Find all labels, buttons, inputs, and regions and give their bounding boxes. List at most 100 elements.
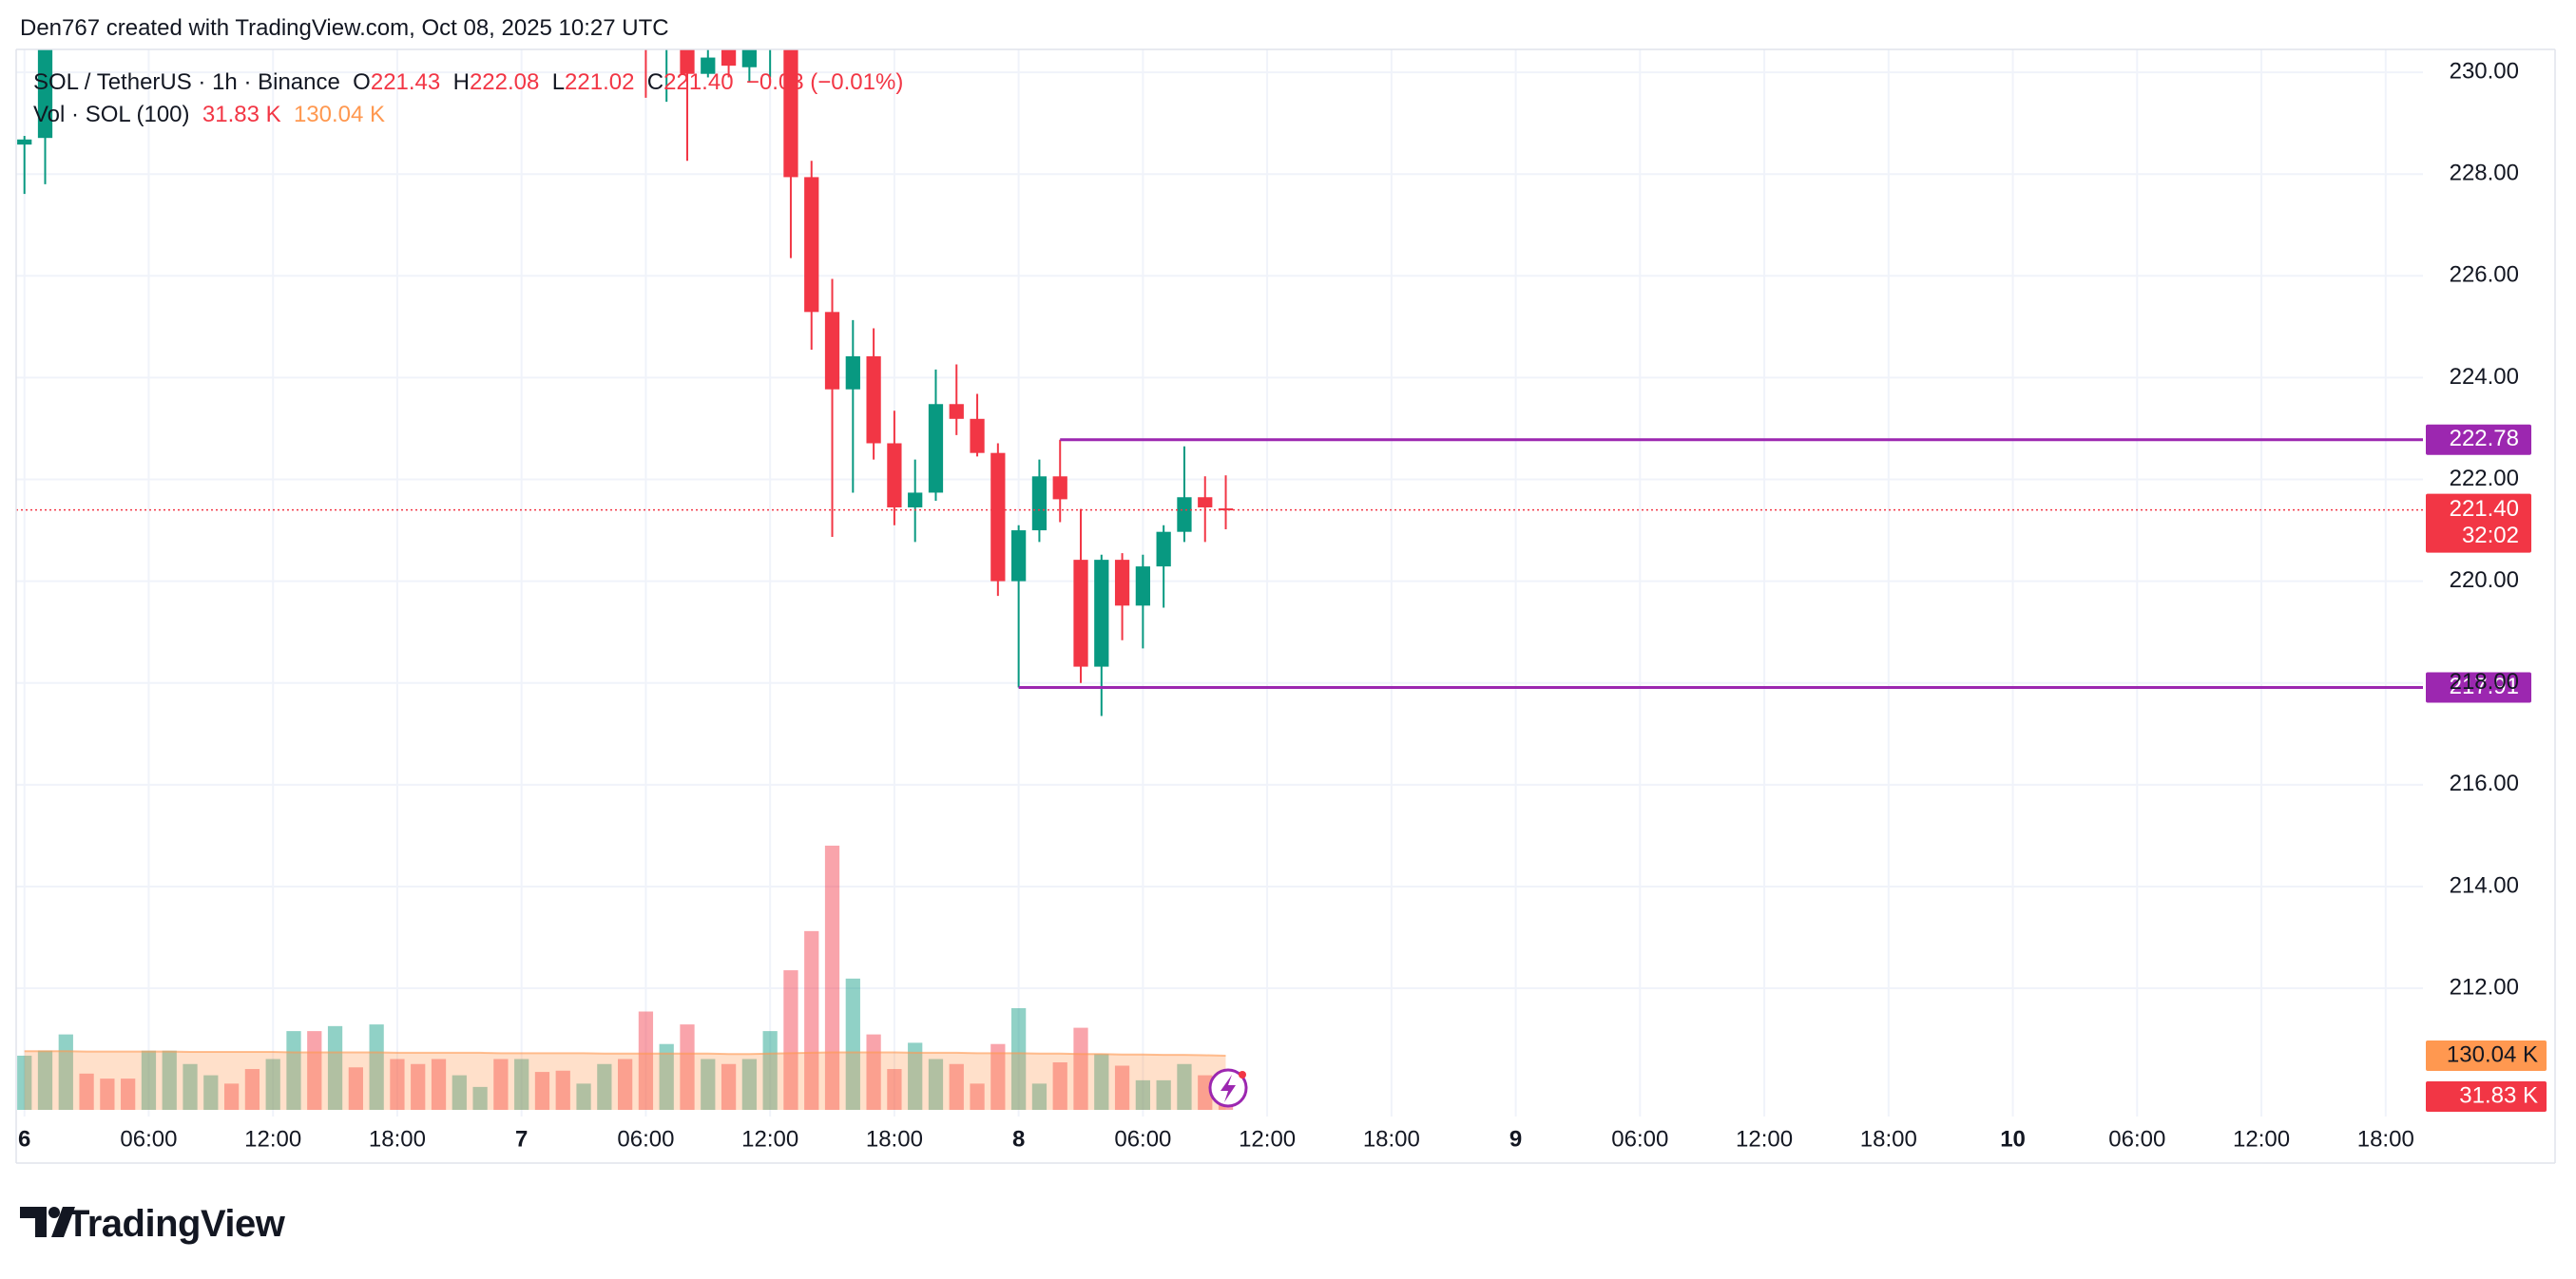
volume-bar [17, 1055, 32, 1110]
volume-bar [1114, 1065, 1130, 1110]
candle-body [721, 49, 737, 67]
volume-bar [307, 1031, 322, 1110]
candle-body [1135, 566, 1151, 606]
candle-body [1218, 508, 1234, 511]
volume-ma-label: 130.04 K [2447, 1041, 2538, 1067]
volume-bar [431, 1059, 447, 1110]
volume-bar [638, 1011, 654, 1110]
candle-body [887, 443, 902, 507]
volume-bar [265, 1059, 280, 1110]
x-tick-label: 06:00 [1114, 1126, 1171, 1152]
y-tick-label: 216.00 [2450, 771, 2519, 796]
grid [16, 49, 2423, 1117]
volume-bar [949, 1063, 964, 1110]
volume-value-box [2426, 1081, 2547, 1113]
y-tick-label: 212.00 [2450, 974, 2519, 1000]
volume-bar [762, 1031, 778, 1110]
ohlc: O221.43 H222.08 L221.02 C221.40 [353, 69, 746, 95]
change: −0.03 (−0.01%) [745, 69, 904, 95]
header: Den767 created with TradingView.com, Oct… [20, 15, 669, 41]
candle-body [1198, 497, 1213, 507]
x-tick-label: 06:00 [120, 1126, 177, 1152]
last-price-box [2426, 493, 2531, 553]
last-price-label: 221.40 [2450, 496, 2519, 522]
volume-name: Vol · SOL (100) [33, 102, 190, 127]
y-tick-label: 220.00 [2450, 567, 2519, 593]
x-tick-label: 9 [1509, 1126, 1522, 1152]
volume-bar [183, 1063, 198, 1110]
ohlc-key: O [353, 69, 371, 95]
ohlc-key: H [452, 69, 470, 95]
level-box [2426, 424, 2531, 455]
x-tick-label: 06:00 [617, 1126, 674, 1152]
volume-bar [203, 1075, 219, 1110]
y-tick-label: 224.00 [2450, 364, 2519, 390]
volume-bar [100, 1079, 115, 1110]
volume-bar [472, 1086, 488, 1110]
candle-body [1094, 560, 1109, 667]
volume-bar [1198, 1075, 1213, 1110]
volume-bar [514, 1059, 529, 1110]
candle-body [928, 404, 944, 493]
volume-bar [141, 1050, 157, 1110]
logo: TradingView [67, 1203, 285, 1245]
y-tick-label: 214.00 [2450, 872, 2519, 898]
volume-bar [58, 1034, 73, 1110]
legend-row: SOL / TetherUS · 1h · Binance O221.43 H2… [33, 67, 903, 99]
candle-body [1073, 560, 1088, 667]
x-tick-label: 12:00 [244, 1126, 301, 1152]
x-tick-label: 10 [2000, 1126, 2026, 1152]
countdown-label: 32:02 [2462, 523, 2519, 548]
volume-bar [327, 1025, 343, 1110]
volume-bar [618, 1059, 633, 1110]
volume-bar [804, 930, 819, 1110]
x-tick-label: 18:00 [369, 1126, 426, 1152]
volume-bar [1156, 1079, 1171, 1110]
x-tick-label: 7 [515, 1126, 528, 1152]
x-tick-label: 06:00 [1611, 1126, 1668, 1152]
volume-bar [824, 845, 840, 1110]
volume-bar [928, 1059, 944, 1110]
candle-body [1177, 497, 1192, 532]
y-tick-label: 226.00 [2450, 262, 2519, 288]
x-tick-label: 12:00 [741, 1126, 798, 1152]
level-label: 217.91 [2450, 674, 2519, 699]
x-tick-label: 12:00 [2233, 1126, 2290, 1152]
candle-body [804, 177, 819, 313]
volume-bar [970, 1083, 985, 1110]
lightning-icon[interactable] [1208, 1068, 1248, 1108]
y-tick-label: 218.00 [2450, 669, 2519, 695]
x-tick-label: 18:00 [1860, 1126, 1917, 1152]
volume-bar [1031, 1083, 1048, 1110]
candle-body [660, 22, 674, 32]
ohlc-value: 221.43 [370, 69, 441, 95]
x-tick-label: 12:00 [1736, 1126, 1793, 1152]
candle-body [1052, 476, 1067, 500]
volume-bar [555, 1070, 570, 1110]
candle-body [783, 49, 798, 178]
volume-bar [1135, 1079, 1151, 1110]
level-box [2426, 672, 2531, 703]
x-tick-label: 18:00 [2357, 1126, 2414, 1152]
volume-bar [908, 1042, 923, 1110]
candle-body [1031, 476, 1048, 531]
x-tick-label: 18:00 [866, 1126, 923, 1152]
candle-body [970, 418, 985, 453]
volume-bar [390, 1059, 405, 1110]
candle-body [1156, 531, 1171, 567]
volume-bar [162, 1050, 177, 1110]
volume-bar [493, 1059, 509, 1110]
volume-bar [990, 1043, 1006, 1110]
volume-bar [845, 978, 860, 1110]
y-tick-label: 228.00 [2450, 161, 2519, 186]
y-tick-label: 222.00 [2450, 466, 2519, 491]
volume-ma-line [24, 1050, 1226, 1057]
volume-value-label: 31.83 K [2459, 1082, 2538, 1108]
volume-bar [121, 1079, 136, 1110]
volume-pane [17, 845, 1234, 1110]
candle-body [701, 57, 716, 74]
candle-body [908, 492, 923, 507]
